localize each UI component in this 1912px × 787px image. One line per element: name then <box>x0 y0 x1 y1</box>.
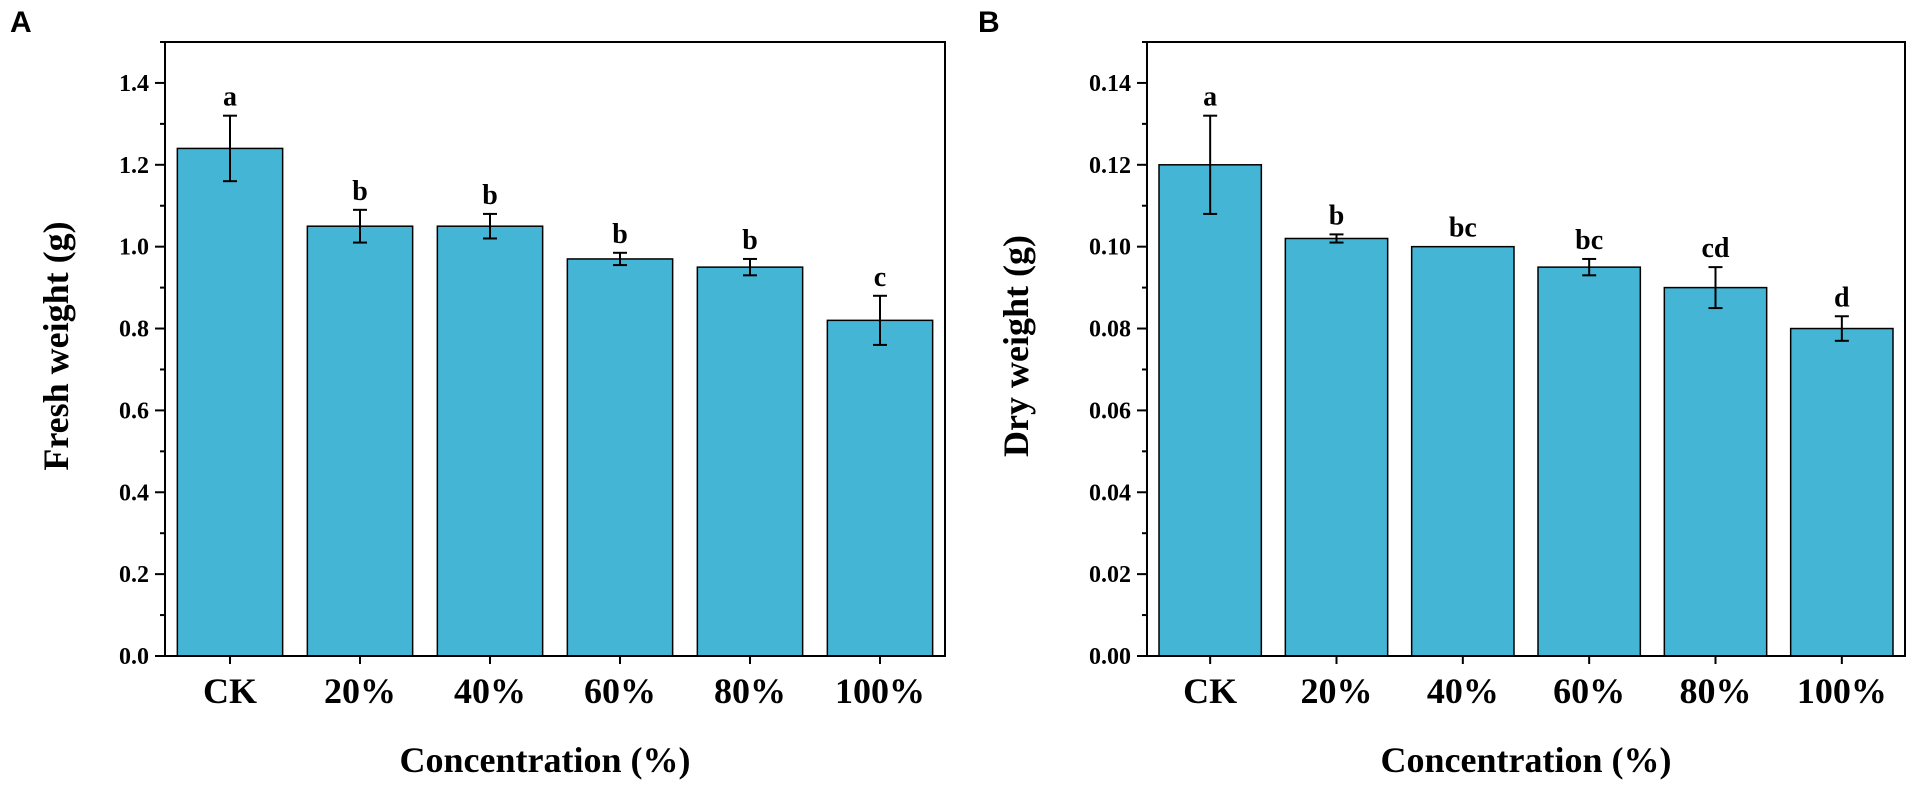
panel-a-error-bar <box>743 257 757 277</box>
panel-b-significance-label: bc <box>1449 213 1477 244</box>
panel-b-bar <box>1158 164 1263 657</box>
panel-b-y-tick-label: 0.10 <box>1089 235 1131 261</box>
panel-b-y-tick-label: 0.08 <box>1089 317 1131 343</box>
panel-b-bar <box>1663 286 1768 657</box>
panel-b-x-tick-label: CK <box>1183 671 1237 711</box>
panel-b-x-axis-title: Concentration (%) <box>1381 740 1672 780</box>
panel-a-y-tick-label: 0.0 <box>119 644 149 670</box>
panel-a-y-tick-label: 1.0 <box>119 235 149 261</box>
panel-a-y-axis-title: Fresh weight (g) <box>36 221 76 470</box>
panel-a-error-bar <box>223 114 237 183</box>
panel-b-bar <box>1410 245 1515 657</box>
panel-a-x-tick-label: 100% <box>835 671 925 711</box>
panel-b-bar <box>1284 237 1389 657</box>
panel-a-bar <box>306 225 414 657</box>
panel-b-plot-frame <box>1146 41 1906 657</box>
panel-a-y-tick-label: 1.2 <box>119 153 149 179</box>
panel-b-error-bar <box>1708 266 1723 310</box>
panel-b-y-tick-label: 0.14 <box>1089 71 1131 97</box>
panel-b-error-bar <box>1203 114 1218 215</box>
panel-a-bar <box>436 225 544 657</box>
panel-b-significance-label: b <box>1329 200 1345 231</box>
panel-a-significance-label: b <box>482 180 498 211</box>
panel-a: A Concentration (%) Fresh weight (g) a CK… <box>10 6 946 780</box>
panel-b-letter: B <box>978 6 1000 39</box>
panel-a-significance-label: b <box>742 225 758 256</box>
panel-b-error-bar <box>1834 315 1849 342</box>
panel-a-x-tick-label: 80% <box>714 671 786 711</box>
panel-a-y-tick-label: 1.4 <box>119 71 149 97</box>
panel-b-y-tick-label: 0.12 <box>1089 153 1131 179</box>
panel-a-error-bar <box>613 251 627 267</box>
panel-a-x-tick-label: 20% <box>324 671 396 711</box>
panel-b-x-tick-label: 80% <box>1680 671 1752 711</box>
panel-a-significance-label: b <box>352 176 368 207</box>
panel-b-y-tick-label: 0.00 <box>1089 644 1131 670</box>
panel-b-significance-label: bc <box>1575 225 1603 256</box>
panel-b-significance-label: d <box>1834 282 1850 313</box>
panel-b-x-tick-label: 60% <box>1553 671 1625 711</box>
panel-a-bar <box>826 319 934 657</box>
panel-b-bar <box>1789 327 1894 657</box>
panel-a-bar <box>176 147 284 657</box>
panel-a-y-tick-label: 0.6 <box>119 398 149 424</box>
panel-a-bar <box>696 266 804 657</box>
panel-a-significance-label: b <box>612 219 628 250</box>
panel-a-y-tick-label: 0.8 <box>119 317 149 343</box>
panel-a-x-axis-title: Concentration (%) <box>400 740 691 780</box>
panel-b-error-bar <box>1582 257 1597 277</box>
panel-a-error-bar <box>873 294 887 346</box>
panel-b-significance-label: cd <box>1702 233 1730 264</box>
panel-a-significance-label: a <box>223 82 237 113</box>
panel-b-significance-label: a <box>1203 82 1217 113</box>
panel-a-bar <box>566 258 674 657</box>
panel-a-x-tick-label: CK <box>203 671 257 711</box>
panel-a-y-tick-label: 0.2 <box>119 562 149 588</box>
panel-a-plot-frame <box>164 41 946 657</box>
panel-b-y-tick-label: 0.06 <box>1089 398 1131 424</box>
panel-b-y-tick-label: 0.04 <box>1089 480 1131 506</box>
panel-b-x-tick-label: 100% <box>1797 671 1887 711</box>
panel-a-significance-label: c <box>874 262 886 293</box>
panel-b: B Concentration (%) Dry weight (g) a CK b 2… <box>978 6 1906 780</box>
panel-b-y-tick-label: 0.02 <box>1089 562 1131 588</box>
panel-a-error-bar <box>483 212 497 240</box>
panel-a-y-tick-label: 0.4 <box>119 480 149 506</box>
panel-b-x-tick-label: 20% <box>1301 671 1373 711</box>
panel-b-error-bar <box>1329 233 1344 244</box>
panel-a-x-tick-label: 40% <box>454 671 526 711</box>
panel-b-bar <box>1537 266 1642 657</box>
panel-b-x-tick-label: 40% <box>1427 671 1499 711</box>
panel-a-x-tick-label: 60% <box>584 671 656 711</box>
panel-a-letter: A <box>10 6 32 39</box>
panel-b-y-axis-title: Dry weight (g) <box>996 235 1036 457</box>
panel-a-error-bar <box>353 208 367 244</box>
